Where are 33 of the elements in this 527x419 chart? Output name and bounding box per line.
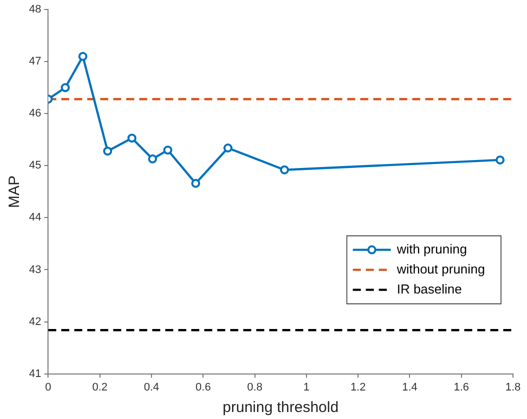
x-tick-label: 0.6	[196, 381, 211, 394]
point	[191, 178, 200, 188]
x-tick-label: 0.8	[247, 381, 262, 394]
x-tick-label: 1	[303, 381, 310, 394]
point	[280, 165, 289, 174]
y-tick-label: 42	[28, 316, 42, 328]
x-tick-label: 0.4	[144, 381, 160, 394]
y-tick-label: 43	[28, 264, 42, 276]
x-tick-label: 0.2	[92, 381, 108, 394]
legend-label: without pruning	[396, 261, 486, 276]
y-tick-label: 48	[28, 4, 42, 16]
point	[163, 146, 172, 155]
point	[148, 154, 158, 164]
x-axis-title: pruning threshold	[222, 399, 339, 416]
point	[496, 155, 505, 164]
point	[78, 52, 88, 61]
x-tick-label: 1.4	[402, 381, 418, 394]
x-tick-label: 1.8	[505, 381, 521, 394]
x-tick-label: 1.2	[350, 381, 366, 394]
legend-label: with pruning	[396, 241, 467, 256]
point	[103, 146, 112, 156]
y-tick-label: 44	[28, 212, 42, 224]
point	[223, 143, 232, 152]
x-tick-label: 1.6	[454, 381, 470, 394]
y-axis-title: MAP	[6, 175, 24, 208]
y-tick-label: 47	[28, 56, 42, 68]
legend-label: IR baseline	[396, 281, 462, 296]
y-tick-label: 46	[28, 108, 42, 120]
point	[127, 134, 136, 143]
y-tick-label: 41	[28, 368, 42, 380]
y-tick-label: 45	[28, 160, 42, 172]
point	[60, 83, 70, 92]
x-tick-label: 0	[45, 381, 52, 394]
